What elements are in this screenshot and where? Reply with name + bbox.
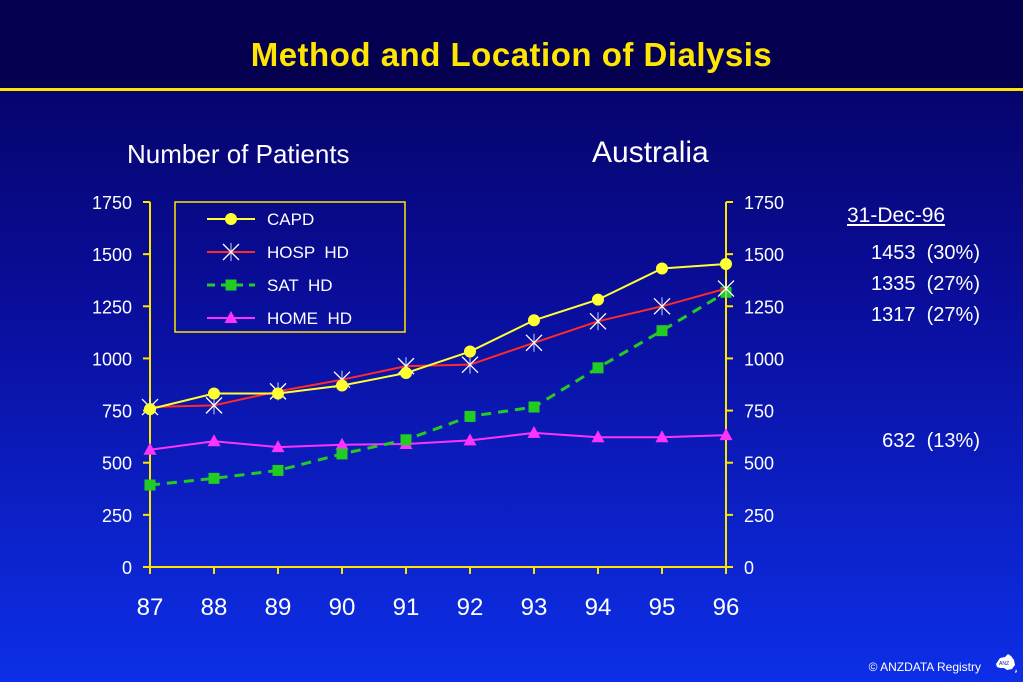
data-point-home-hd — [335, 437, 349, 450]
summary-sat-hd: 1317 (27%) — [871, 304, 980, 326]
data-point-sat-hd — [400, 434, 412, 446]
data-point-sat-hd — [592, 362, 604, 374]
legend-label: HOME HD — [267, 309, 352, 328]
data-point-sat-hd — [272, 464, 284, 476]
chart-legend: CAPD HOSP HD SAT HD HOME HD — [174, 201, 406, 333]
data-point-capd — [720, 257, 732, 270]
data-point-sat-hd — [336, 448, 348, 460]
legend-item-sat-hd: SAT HD — [207, 276, 333, 295]
data-point-sat-hd — [144, 479, 156, 491]
data-point-capd — [144, 403, 156, 416]
x-tick-label: 88 — [201, 594, 228, 621]
data-point-sat-hd — [208, 472, 220, 484]
legend-item-home-hd: HOME HD — [207, 309, 352, 328]
series-line-hosp-hd — [149, 287, 727, 409]
data-point-hosp-hd — [525, 333, 543, 352]
data-point-home-hd — [591, 430, 605, 443]
x-tick-label: 93 — [521, 594, 548, 621]
series-line-capd — [149, 262, 727, 411]
series-home-hd — [143, 425, 733, 455]
data-point-capd — [656, 262, 668, 275]
data-point-home-hd — [719, 428, 733, 441]
legend-label: CAPD — [267, 210, 314, 229]
data-point-home-hd — [527, 425, 541, 438]
data-point-capd — [528, 314, 540, 327]
legend-item-hosp-hd: HOSP HD — [207, 243, 349, 262]
series-line-home-hd — [149, 431, 727, 451]
y-tick-label-right: 1750 — [744, 193, 784, 213]
y-tick-label-right: 250 — [744, 506, 774, 526]
data-point-home-hd — [655, 430, 669, 443]
data-point-hosp-hd — [717, 279, 735, 298]
y-tick-label-right: 750 — [744, 402, 774, 422]
y-tick-label-left: 500 — [102, 454, 132, 474]
data-point-capd — [208, 387, 220, 400]
y-tick-label-right: 0 — [744, 558, 754, 578]
x-tick-label: 90 — [329, 594, 356, 621]
data-point-sat-hd — [464, 410, 476, 422]
y-tick-label-left: 1250 — [92, 297, 132, 317]
chart-axes: 0 0 250 250 500 500 750 750 1000 1000 1250 1250 1500… — [92, 193, 784, 621]
x-tick-label: 87 — [137, 594, 164, 621]
data-point-sat-hd — [656, 325, 668, 337]
anzdata-logo-icon: ANZ — [996, 654, 1017, 673]
data-point-home-hd — [271, 440, 285, 453]
data-point-capd — [464, 345, 476, 358]
legend-label: SAT HD — [267, 276, 333, 295]
summary-capd: 1453 (30%) — [871, 242, 980, 264]
data-point-hosp-hd — [589, 312, 607, 331]
data-point-capd — [336, 379, 348, 392]
y-tick-label-left: 1750 — [92, 193, 132, 213]
line-chart: 0 0 250 250 500 500 750 750 1000 1000 1250 1250 1500… — [92, 193, 784, 621]
y-tick-label-left: 750 — [102, 402, 132, 422]
data-point-capd — [592, 293, 604, 306]
y-tick-label-right: 500 — [744, 454, 774, 474]
region-caption: Australia — [592, 136, 709, 169]
summary-hosp-hd: 1335 (27%) — [871, 273, 980, 295]
data-point-home-hd — [143, 442, 157, 455]
svg-text:ANZ: ANZ — [999, 661, 1009, 667]
y-tick-label-left: 1500 — [92, 245, 132, 265]
summary-home-hd: 632 (13%) — [882, 430, 980, 452]
x-tick-label: 91 — [393, 594, 420, 621]
data-point-hosp-hd — [461, 355, 479, 374]
legend-marker — [225, 213, 237, 225]
x-tick-label: 96 — [713, 594, 740, 621]
y-tick-label-right: 1000 — [744, 349, 784, 369]
x-tick-label: 94 — [585, 594, 612, 621]
data-point-capd — [272, 387, 284, 400]
x-tick-label: 92 — [457, 594, 484, 621]
legend-item-capd: CAPD — [207, 210, 314, 229]
legend-marker — [222, 243, 240, 261]
x-tick-label: 95 — [649, 594, 676, 621]
y-axis-caption: Number of Patients — [127, 139, 350, 169]
y-tick-label-right: 1500 — [744, 245, 784, 265]
copyright-text: © ANZDATA Registry — [868, 660, 981, 674]
y-tick-label-right: 1250 — [744, 297, 784, 317]
legend-marker — [224, 311, 238, 323]
summary-date: 31-Dec-96 — [847, 204, 946, 227]
legend-label: HOSP HD — [267, 243, 349, 262]
series-line-sat-hd — [149, 291, 727, 487]
y-tick-label-left: 250 — [102, 506, 132, 526]
data-point-capd — [400, 367, 412, 380]
data-point-home-hd — [207, 434, 221, 447]
data-point-sat-hd — [528, 401, 540, 413]
y-tick-label-left: 0 — [122, 558, 132, 578]
legend-marker — [225, 279, 237, 291]
title-bar — [0, 0, 1023, 91]
series-hosp-hd — [141, 279, 735, 417]
series-capd — [144, 257, 732, 416]
y-tick-label-left: 1000 — [92, 349, 132, 369]
page-title: Method and Location of Dialysis — [250, 36, 773, 73]
legend-box — [174, 201, 406, 333]
data-point-home-hd — [463, 433, 477, 446]
x-tick-label: 89 — [265, 594, 292, 621]
chart-series — [141, 257, 735, 491]
data-point-hosp-hd — [653, 297, 671, 316]
